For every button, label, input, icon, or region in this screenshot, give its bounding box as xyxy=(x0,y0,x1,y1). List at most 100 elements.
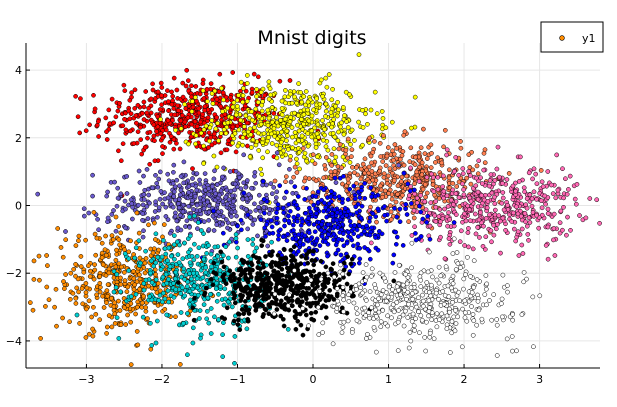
data-point xyxy=(550,191,556,196)
data-point xyxy=(254,277,260,283)
data-point xyxy=(283,174,289,179)
data-point xyxy=(289,100,295,106)
data-point xyxy=(38,336,43,341)
data-point xyxy=(300,284,306,290)
y-tick-label-0: −4 xyxy=(6,335,22,348)
data-point xyxy=(236,267,242,273)
data-point xyxy=(268,181,274,186)
data-point xyxy=(323,101,329,107)
data-point xyxy=(519,226,525,232)
data-point xyxy=(531,166,537,172)
data-point xyxy=(165,258,170,263)
data-point xyxy=(106,266,112,272)
data-point xyxy=(240,142,245,148)
data-point xyxy=(519,312,525,317)
data-point xyxy=(191,283,197,289)
data-point xyxy=(153,237,158,242)
data-point xyxy=(346,292,351,298)
data-point xyxy=(206,203,212,209)
data-point xyxy=(352,196,358,202)
data-point xyxy=(529,196,535,202)
data-point xyxy=(411,208,417,213)
data-point xyxy=(341,297,347,303)
data-point xyxy=(75,114,81,120)
data-point xyxy=(568,227,573,233)
data-point xyxy=(358,215,364,221)
data-point xyxy=(136,168,142,174)
data-point xyxy=(382,188,388,194)
data-point xyxy=(469,290,475,295)
data-point xyxy=(433,219,439,224)
data-point xyxy=(148,346,154,352)
data-point xyxy=(296,232,302,237)
data-point xyxy=(255,233,260,239)
data-point xyxy=(205,115,211,120)
data-point xyxy=(339,330,345,335)
data-point xyxy=(201,143,207,149)
data-point xyxy=(418,313,424,319)
data-point xyxy=(270,259,275,265)
data-point xyxy=(238,79,244,85)
data-point xyxy=(269,131,274,137)
data-point xyxy=(567,173,573,179)
data-point xyxy=(447,241,453,247)
data-point xyxy=(331,146,337,152)
data-point xyxy=(187,233,193,239)
data-point xyxy=(256,259,261,265)
data-point xyxy=(363,298,369,303)
data-point xyxy=(114,271,120,277)
data-point xyxy=(408,338,414,344)
data-point xyxy=(496,213,502,218)
data-point xyxy=(345,176,351,182)
data-point xyxy=(315,189,321,195)
data-point xyxy=(329,211,335,216)
data-point xyxy=(155,254,161,260)
data-point xyxy=(466,226,471,231)
data-point xyxy=(279,266,285,272)
data-point xyxy=(354,210,360,216)
data-point xyxy=(480,243,486,249)
data-point xyxy=(199,228,204,233)
data-point xyxy=(323,108,329,114)
data-point xyxy=(474,163,480,169)
data-point xyxy=(267,286,272,291)
data-point xyxy=(524,196,530,201)
data-point xyxy=(356,52,362,57)
data-point xyxy=(414,200,420,206)
data-point xyxy=(245,226,251,232)
data-point xyxy=(492,194,497,200)
data-point xyxy=(465,230,471,235)
data-point xyxy=(220,274,226,280)
data-point xyxy=(328,189,334,194)
data-point xyxy=(220,332,225,337)
data-point xyxy=(271,111,277,116)
data-point xyxy=(394,214,400,220)
data-point xyxy=(73,261,78,267)
data-point xyxy=(135,342,141,348)
data-point xyxy=(295,206,301,211)
data-point xyxy=(498,250,503,256)
data-point xyxy=(171,162,177,168)
data-point xyxy=(565,214,570,220)
data-point xyxy=(165,88,170,93)
data-point xyxy=(277,78,283,84)
data-point xyxy=(235,322,241,327)
data-point xyxy=(91,92,96,98)
data-point xyxy=(395,183,401,189)
data-point xyxy=(272,275,277,281)
data-point xyxy=(138,137,144,142)
data-point xyxy=(94,292,99,298)
data-point xyxy=(116,298,121,304)
data-point xyxy=(388,217,394,222)
data-point xyxy=(104,331,109,336)
data-point xyxy=(463,272,468,277)
data-point xyxy=(99,255,105,260)
data-point xyxy=(470,246,476,252)
data-point xyxy=(407,330,413,335)
data-point xyxy=(329,124,335,130)
data-point xyxy=(438,219,443,225)
data-point xyxy=(171,137,177,142)
data-point xyxy=(147,161,153,167)
data-point xyxy=(323,114,328,119)
data-point xyxy=(197,308,203,313)
